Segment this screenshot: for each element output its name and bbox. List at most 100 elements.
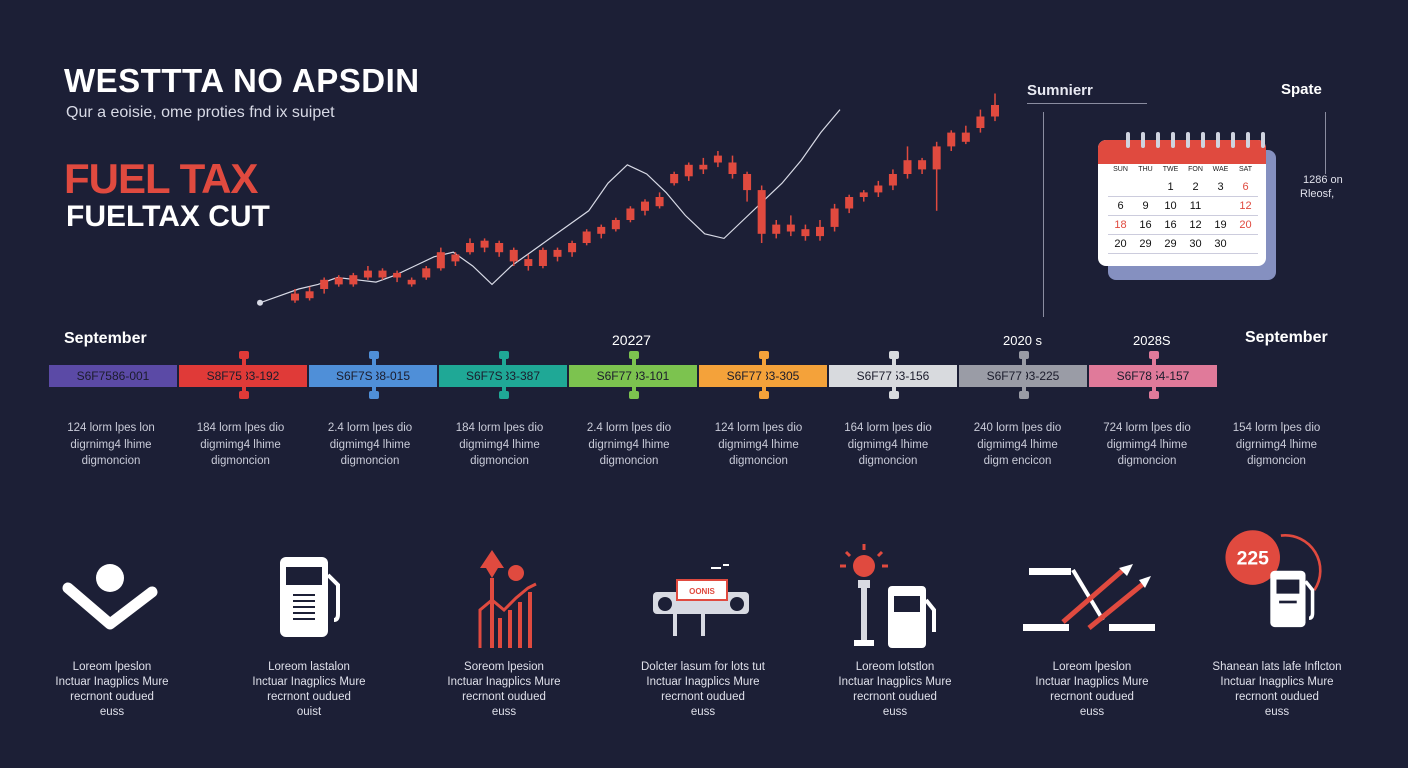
spate-divider [1325,112,1326,174]
description-line: digmoncion [599,455,659,467]
calendar-grid: SUN THU TWE FON WAE SAT 1 2 3 6 6 9 10 11 12 18 16 16 12 19… [1108,166,1258,254]
person-checkmark-icon [62,564,158,630]
candle [568,240,577,257]
candle-body [597,226,606,234]
candle-body [713,155,722,163]
badge-value: 225 [1237,548,1270,570]
description-line: digrnimg4 lhime [1235,438,1318,451]
icon-caption: Loreom lastalon Inctuar Inagplics Mure rec… [224,660,394,720]
candle [349,272,358,287]
description-line: digmimg4 lhime [718,438,799,451]
description-line: 184 lorm lpes dio [196,422,285,434]
calendar-weekday: SAT [1238,166,1253,173]
description-line: digrnimg4 lhime [70,438,152,451]
calendar-day: 10 [1164,200,1177,212]
timeline-pin [629,351,639,399]
description-line: 240 lorm lpes dio [973,422,1062,434]
description-line: 154 lorm lpes dio [1232,422,1321,434]
candle [903,146,912,179]
candle-body [655,197,664,207]
caption-line: Shanean lats lafe Inflcton [1212,661,1342,673]
candle-body [626,208,635,220]
candle [495,240,504,257]
timeline-pin [1019,351,1029,399]
description-line: digmoncion [81,455,141,467]
caption-line: Soreom lpesion [464,661,544,673]
calendar-day: 6 [1242,181,1249,193]
candle-body [961,132,970,142]
timeline-left-label: September [64,330,147,347]
caption-line: recrnont oudued [1050,691,1134,703]
candle [991,93,999,122]
description-line: 124 lorm lpes dio [714,422,803,434]
caption-line: Inctuar Inagplics Mure [838,676,952,688]
caption-line: Loreom lastalon [268,661,350,673]
timeline-segment: S6F7586-001 [49,365,177,387]
candle-body [845,197,854,209]
candle [918,157,927,174]
candle-body [407,279,416,285]
timeline-description: 124 lorm lpes lon digrnimg4 lhime digmonci… [46,420,176,470]
icon-caption: Shanean lats lafe Inflcton Inctuar Inagpl… [1192,660,1362,720]
candle [684,162,693,181]
calendar-day [1208,197,1233,215]
caption-line: Loreom lotstlon [855,661,935,673]
description-line: digmoncion [1247,455,1306,467]
calendar-day: 16 [1139,219,1152,231]
calendar-ring [1156,132,1160,148]
lightbulb-pump-icon [840,544,936,648]
candle [743,171,752,202]
calendar-day: 12 [1239,200,1252,212]
timeline-description: 2.4 lorm lpes dio digrnimg4 lhime digmonci… [564,420,694,470]
candle-body [976,116,985,128]
vertical-divider [1043,112,1044,317]
candle [932,141,941,211]
caption-line: euss [690,706,716,718]
candle [538,247,547,269]
caption-line: Inctuar Inagplics Mure [1220,676,1334,688]
caption-line: recrnont oudued [661,691,745,703]
description-line: 2.4 lorm lpes dio [586,422,672,434]
pump-badge-icon: 225 [1225,530,1322,628]
candle [582,229,591,246]
candle [786,215,795,237]
candle-body [743,174,752,191]
candle [451,252,460,266]
timeline-description: 124 lorm lpes dio digmimg4 lhime digmoncio… [694,420,824,470]
timeline-2028-label: 2028S [1133,333,1171,348]
side-note-1: 1286 on [1303,174,1343,186]
calendar-day [1233,235,1258,253]
candle [830,203,839,232]
candle [466,238,474,255]
timeline-pin [759,351,769,399]
candle-body [451,254,460,262]
caption-line: euss [99,706,125,718]
candle [859,190,868,202]
candle [480,238,489,253]
caption-line: Loreom lpeslon [72,661,152,673]
caption-line: Inctuar Inagplics Mure [447,676,561,688]
candle-body [393,272,402,278]
candle-body [291,293,299,301]
calendar-ring [1231,132,1235,148]
calendar-day: 6 [1117,200,1124,212]
calendar-day: 16 [1164,219,1177,231]
fuel-pump-icon [280,557,340,637]
timeline-mid-label: 20227 [612,332,651,348]
candle-body [509,249,518,262]
candle-body [947,132,956,147]
candle-body [641,201,649,211]
caption-line: Inctuar Inagplics Mure [1035,676,1149,688]
candle [305,286,314,301]
candle-body [991,105,999,117]
calendar-ring [1186,132,1190,148]
candle [699,157,708,174]
candle-body [932,146,941,170]
candle [655,192,664,209]
candle [363,266,372,280]
calendar-week: 20 29 29 30 30 [1108,235,1258,254]
calendar-week: 1 2 3 6 [1108,178,1258,197]
arrows-icon [1023,564,1155,631]
calendar-day: 30 [1214,238,1227,250]
candle-body [538,249,547,266]
